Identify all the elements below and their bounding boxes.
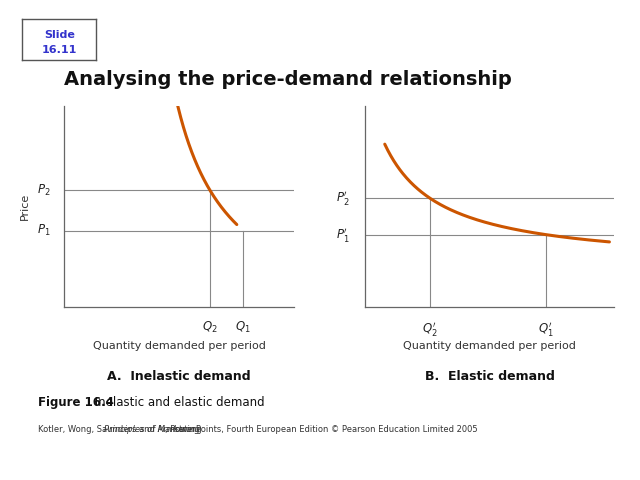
Text: Figure 16.4: Figure 16.4 [38,396,115,409]
Text: $P_1'$: $P_1'$ [336,226,350,244]
Text: $P_1$: $P_1$ [36,223,50,238]
Text: Quantity demanded per period: Quantity demanded per period [403,341,576,351]
Text: $Q_1$: $Q_1$ [236,320,251,336]
Text: , PowerPoints, Fourth European Edition © Pearson Education Limited 2005: , PowerPoints, Fourth European Edition ©… [165,425,477,434]
Text: Inelastic and elastic demand: Inelastic and elastic demand [91,396,264,409]
Text: Price: Price [20,193,30,220]
Text: $P_2'$: $P_2'$ [336,189,350,207]
Text: $Q_1'$: $Q_1'$ [538,320,554,338]
Text: Principles of Marketing: Principles of Marketing [104,425,200,434]
Text: Quantity demanded per period: Quantity demanded per period [93,341,266,351]
Text: 16.11: 16.11 [42,45,77,55]
Text: Slide: Slide [44,30,75,40]
Text: B.  Elastic demand: B. Elastic demand [425,370,554,383]
Text: Kotler, Wong, Saunders and Armstrong: Kotler, Wong, Saunders and Armstrong [38,425,205,434]
Text: Analysing the price-demand relationship: Analysing the price-demand relationship [64,70,512,89]
Text: $Q_2'$: $Q_2'$ [422,320,438,338]
Text: $Q_2$: $Q_2$ [202,320,218,336]
Text: A.  Inelastic demand: A. Inelastic demand [108,370,251,383]
Text: $P_2$: $P_2$ [36,183,50,198]
